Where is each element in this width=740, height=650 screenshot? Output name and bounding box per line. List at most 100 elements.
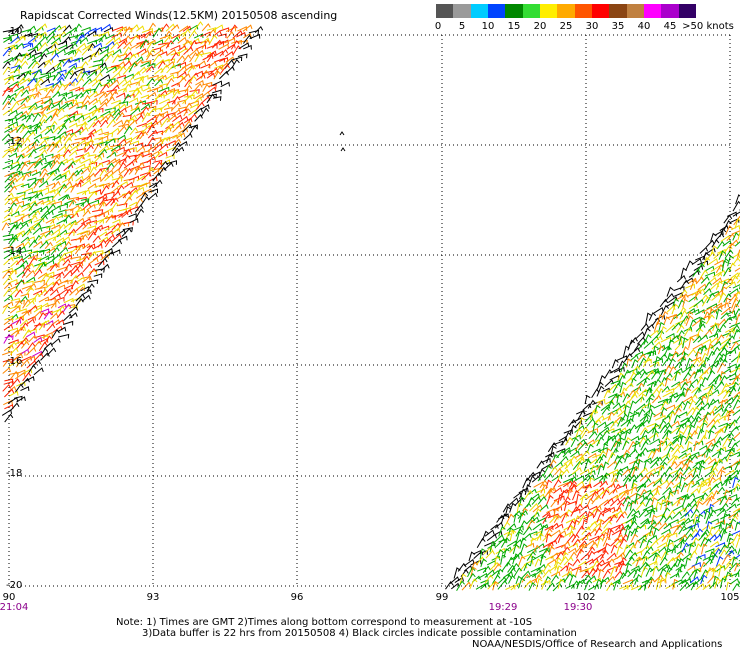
wind-barb xyxy=(123,35,132,44)
wind-barb xyxy=(728,262,736,273)
wind-barb xyxy=(706,448,713,458)
wind-barb xyxy=(63,137,73,146)
wind-barb xyxy=(727,363,737,369)
wind-barb xyxy=(492,580,499,591)
wind-barb xyxy=(498,513,510,520)
wind-barb xyxy=(620,362,628,373)
wind-barb xyxy=(68,103,79,110)
wind-barb xyxy=(550,571,561,577)
wind-barb xyxy=(51,205,61,212)
wind-barb xyxy=(690,378,699,385)
wind-barb xyxy=(723,489,730,499)
wind-barb xyxy=(164,34,173,43)
wind-barb xyxy=(21,340,30,349)
wind-barb xyxy=(530,567,541,573)
wind-barb xyxy=(670,350,679,362)
wind-barb xyxy=(165,60,175,68)
wind-barb xyxy=(718,564,725,577)
wind-barb xyxy=(14,204,23,214)
wind-barb xyxy=(176,55,185,64)
wind-barb xyxy=(254,25,264,34)
wind-barb xyxy=(725,385,736,394)
wind-barb xyxy=(625,501,633,511)
wind-barb xyxy=(718,250,726,260)
wind-barb xyxy=(15,371,26,380)
wind-barb xyxy=(734,241,740,247)
wind-barb xyxy=(568,447,578,453)
wind-barb xyxy=(456,580,465,592)
wind-barb xyxy=(88,190,97,199)
wind-barb xyxy=(733,291,740,296)
wind-barb xyxy=(607,460,618,469)
wind-barb xyxy=(707,343,714,355)
wind-barb xyxy=(683,400,691,411)
wind-barb xyxy=(651,370,661,380)
wind-barb xyxy=(3,74,14,81)
isolated-barb xyxy=(340,147,346,152)
wind-barb xyxy=(153,93,163,104)
wind-barb xyxy=(79,120,88,129)
wind-barb xyxy=(86,172,96,181)
wind-barb xyxy=(658,464,665,476)
wind-barb xyxy=(56,131,67,139)
wind-barb xyxy=(133,186,145,193)
wind-barb xyxy=(680,482,689,493)
wind-barb xyxy=(27,46,39,52)
wind-barb xyxy=(172,114,183,122)
wind-barb xyxy=(68,26,78,34)
wind-barb xyxy=(549,522,559,530)
wind-barb xyxy=(726,532,734,542)
wind-barb xyxy=(213,70,222,80)
wind-barb xyxy=(136,145,146,153)
wind-barb xyxy=(46,35,56,44)
wind-barb xyxy=(723,316,733,325)
wind-barb xyxy=(622,345,630,358)
wind-barb xyxy=(165,154,175,160)
wind-barb xyxy=(37,118,48,129)
wind-barb xyxy=(201,23,211,32)
wind-barb xyxy=(80,61,89,69)
wind-barb xyxy=(620,387,628,398)
wind-barb xyxy=(728,548,738,555)
wind-barb xyxy=(2,383,12,392)
wind-barb xyxy=(21,268,31,278)
wind-barb xyxy=(98,200,107,211)
wind-barb xyxy=(8,390,19,397)
chart-title: Rapidscat Corrected Winds(12.5KM) 201505… xyxy=(20,9,338,22)
wind-barb xyxy=(622,400,631,410)
wind-barb xyxy=(122,190,132,199)
wind-barb xyxy=(195,60,207,68)
wind-barb xyxy=(130,42,142,49)
wind-barb xyxy=(648,311,657,321)
wind-barb xyxy=(88,104,98,112)
wind-barb xyxy=(658,522,668,531)
wind-barb xyxy=(734,267,740,272)
wind-barb xyxy=(672,433,682,439)
wind-barb xyxy=(93,273,103,278)
wind-barb xyxy=(542,511,551,518)
wind-barb xyxy=(38,149,48,158)
wind-barb xyxy=(44,188,56,195)
wind-barb xyxy=(603,520,612,529)
wind-barb xyxy=(26,283,37,292)
wind-barb xyxy=(735,194,740,205)
wind-barb xyxy=(693,568,701,579)
wind-barb xyxy=(642,532,652,544)
wind-barb xyxy=(164,73,175,81)
wind-barb xyxy=(701,496,713,506)
wind-barb xyxy=(171,95,181,105)
wind-barb xyxy=(732,200,740,212)
wind-barb xyxy=(667,455,678,464)
wind-barb xyxy=(734,562,740,572)
wind-barb xyxy=(94,168,104,176)
wind-barb xyxy=(631,358,639,369)
wind-barb xyxy=(584,579,593,591)
wind-barb xyxy=(702,338,712,345)
wind-barb xyxy=(112,233,122,242)
wind-barb xyxy=(545,479,553,490)
wind-barb xyxy=(685,283,695,289)
colorbar-segment xyxy=(470,4,488,18)
wind-barb xyxy=(665,388,675,393)
wind-barb xyxy=(38,187,50,193)
wind-barb xyxy=(541,579,549,590)
